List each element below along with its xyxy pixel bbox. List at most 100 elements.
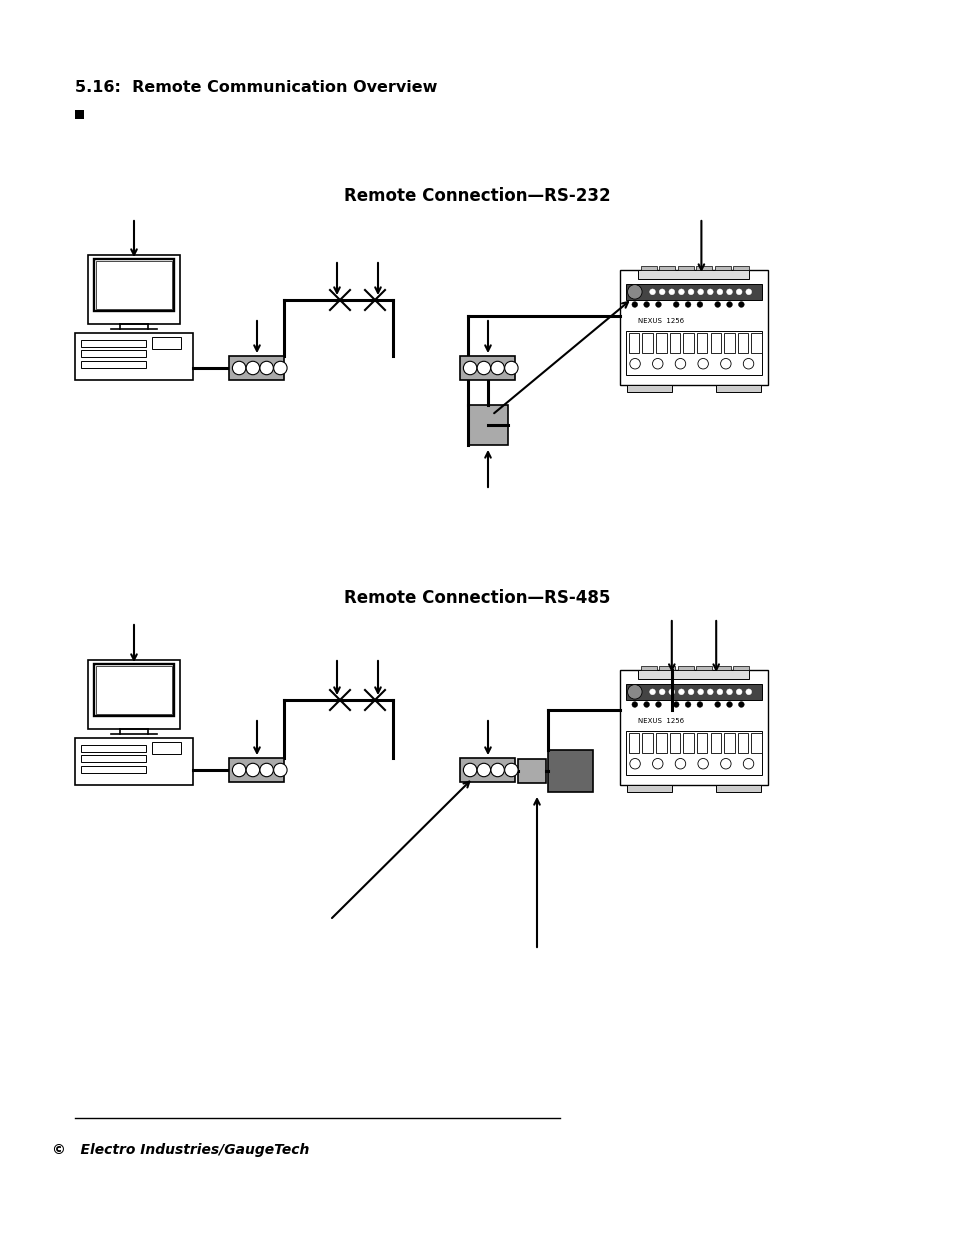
Bar	[677, 667, 693, 671]
Circle shape	[697, 301, 702, 308]
Circle shape	[627, 684, 641, 699]
Bar	[93, 664, 174, 716]
Bar	[751, 734, 761, 753]
Bar	[641, 333, 653, 353]
Circle shape	[629, 758, 639, 769]
Bar	[625, 684, 761, 700]
Bar	[625, 284, 761, 300]
Circle shape	[698, 758, 708, 769]
Bar	[638, 671, 748, 679]
Circle shape	[259, 763, 274, 777]
Bar	[152, 337, 181, 350]
Circle shape	[714, 301, 720, 308]
Circle shape	[655, 701, 660, 708]
Circle shape	[726, 301, 732, 308]
Bar	[669, 333, 679, 353]
Bar	[628, 333, 639, 353]
Bar	[638, 270, 748, 279]
Bar	[710, 333, 720, 353]
Circle shape	[463, 763, 476, 777]
Bar	[628, 734, 639, 753]
Bar	[723, 734, 734, 753]
Circle shape	[736, 289, 741, 295]
Bar	[723, 333, 734, 353]
Bar	[656, 333, 666, 353]
Circle shape	[698, 358, 708, 369]
Circle shape	[463, 362, 476, 374]
Bar	[640, 667, 656, 671]
Circle shape	[745, 289, 751, 295]
Bar	[619, 270, 767, 385]
Bar	[733, 267, 748, 270]
Circle shape	[659, 289, 664, 295]
Circle shape	[655, 301, 660, 308]
Bar	[547, 750, 593, 792]
Bar	[640, 267, 656, 270]
Bar	[737, 333, 747, 353]
Circle shape	[629, 358, 639, 369]
Bar	[95, 666, 172, 714]
Circle shape	[659, 689, 664, 695]
Circle shape	[736, 689, 741, 695]
Circle shape	[684, 701, 690, 708]
Bar	[468, 405, 507, 445]
Bar	[682, 333, 693, 353]
Bar	[682, 734, 693, 753]
Bar	[517, 760, 545, 783]
Bar	[81, 755, 146, 762]
Circle shape	[643, 301, 649, 308]
Bar	[152, 742, 181, 755]
Bar	[751, 333, 761, 353]
Bar	[93, 259, 174, 311]
Circle shape	[627, 284, 641, 299]
Circle shape	[687, 289, 693, 295]
Circle shape	[233, 763, 246, 777]
Bar	[619, 671, 767, 785]
Circle shape	[504, 763, 517, 777]
Circle shape	[717, 689, 722, 695]
Circle shape	[742, 758, 753, 769]
Circle shape	[476, 362, 490, 374]
Bar	[714, 667, 730, 671]
Circle shape	[649, 289, 655, 295]
Circle shape	[684, 301, 690, 308]
Bar	[230, 356, 284, 380]
Circle shape	[491, 763, 504, 777]
Circle shape	[706, 689, 713, 695]
Circle shape	[233, 362, 246, 374]
Bar	[88, 254, 180, 324]
Circle shape	[668, 289, 674, 295]
Circle shape	[697, 289, 702, 295]
Circle shape	[649, 689, 655, 695]
Circle shape	[504, 362, 517, 374]
Bar	[627, 385, 671, 391]
Bar	[656, 734, 666, 753]
Text: NEXUS  1256: NEXUS 1256	[638, 719, 683, 724]
Bar	[697, 333, 707, 353]
Circle shape	[476, 763, 490, 777]
Circle shape	[717, 289, 722, 295]
Circle shape	[720, 758, 730, 769]
Circle shape	[726, 701, 732, 708]
Bar	[737, 734, 747, 753]
Bar	[696, 667, 711, 671]
Circle shape	[697, 701, 702, 708]
Bar	[460, 356, 515, 380]
Circle shape	[673, 301, 679, 308]
Circle shape	[738, 301, 743, 308]
Circle shape	[675, 358, 685, 369]
Text: Remote Connection—RS-232: Remote Connection—RS-232	[343, 186, 610, 205]
Bar	[81, 340, 146, 347]
Circle shape	[697, 689, 702, 695]
Bar	[696, 267, 711, 270]
Text: NEXUS  1256: NEXUS 1256	[638, 319, 683, 324]
Bar	[659, 667, 675, 671]
Circle shape	[714, 701, 720, 708]
Bar	[627, 785, 671, 792]
Bar	[81, 745, 146, 752]
Bar	[733, 667, 748, 671]
Bar	[81, 361, 146, 368]
Circle shape	[246, 763, 259, 777]
Bar	[75, 110, 84, 119]
Bar	[677, 267, 693, 270]
